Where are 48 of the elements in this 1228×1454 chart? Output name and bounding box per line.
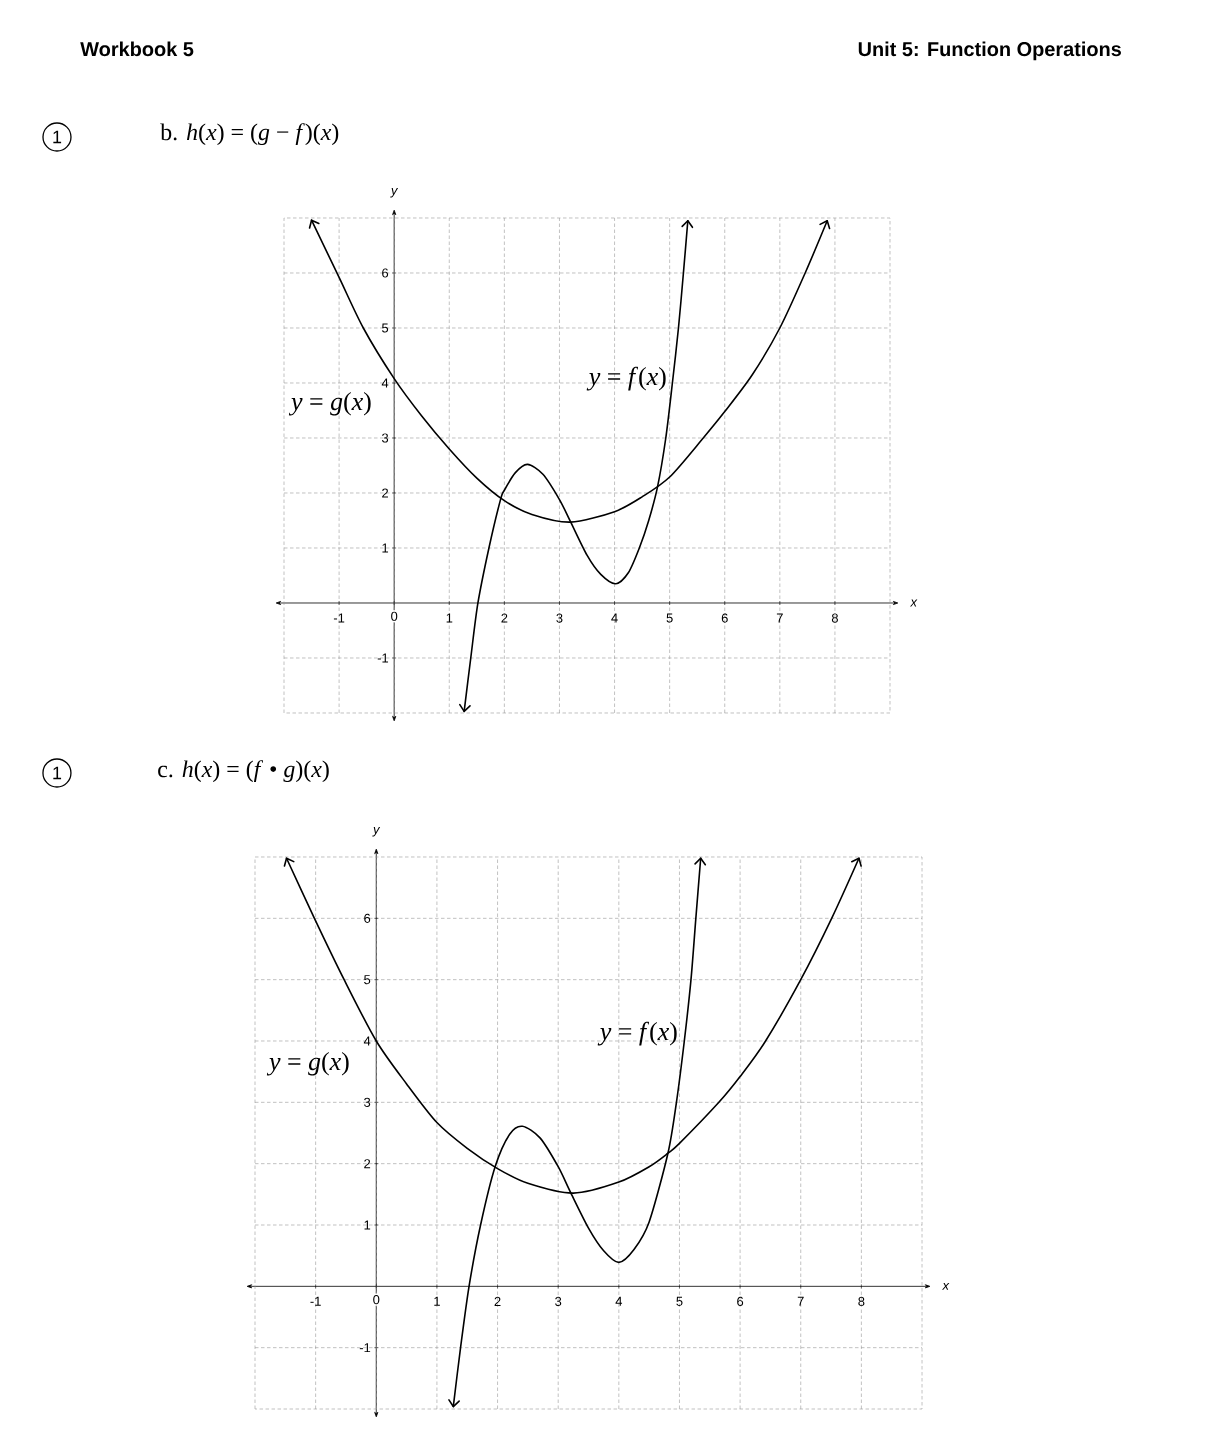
series-label: y = f(x): [586, 366, 666, 391]
x-tick-label: 8: [831, 613, 838, 623]
x-tick-label: 6: [737, 1296, 744, 1307]
series-label: y = g(x): [288, 392, 371, 416]
x-tick-label: 3: [555, 1296, 562, 1307]
x-tick-label: 4: [611, 613, 618, 623]
x-tick-label: 7: [776, 613, 783, 623]
x-axis-title: x: [910, 599, 918, 607]
x-tick-label: 5: [676, 1296, 683, 1306]
y-tick-label: 2: [364, 1159, 371, 1169]
chart-title: c. h(x) = (f • g)(x): [158, 760, 329, 783]
y-tick-label: 5: [364, 975, 371, 985]
y-tick-label: 3: [381, 433, 389, 443]
x-tick-label: 4: [615, 1296, 623, 1306]
x-tick-label: 0: [391, 611, 398, 621]
y-tick-label: -1: [377, 653, 389, 663]
series-label: y = g(x): [266, 1052, 349, 1076]
x-tick-label: 0: [373, 1295, 380, 1305]
y-axis-title: y: [372, 826, 381, 837]
chart-title: b. h(x) = (g − f)(x): [160, 123, 339, 146]
x-tick-label: 1: [434, 1296, 440, 1306]
text: Unit 5: Function Operations: [858, 41, 1121, 61]
text: Workbook 5: [80, 41, 194, 57]
y-tick-label: 5: [381, 323, 389, 333]
y-tick-label: 1: [382, 543, 389, 553]
y-tick-label: -1: [359, 1343, 371, 1353]
text: 1: [53, 766, 62, 780]
x-tick-label: -1: [333, 613, 345, 623]
x-tick-label: 5: [666, 613, 673, 623]
y-tick-label: 6: [382, 268, 389, 278]
x-tick-label: 1: [446, 613, 453, 623]
y-axis-title: y: [390, 187, 399, 198]
series-label: y = f(x): [597, 1021, 677, 1046]
x-tick-label: 3: [556, 613, 563, 623]
x-tick-label: 6: [721, 613, 728, 623]
x-tick-label: 2: [494, 1296, 501, 1306]
y-tick-label: 4: [381, 378, 389, 388]
y-tick-label: 3: [364, 1097, 371, 1107]
text: 1: [53, 130, 62, 144]
y-tick-label: 1: [364, 1220, 371, 1230]
y-tick-label: 4: [363, 1036, 371, 1046]
x-axis-title: x: [942, 1282, 950, 1290]
y-tick-label: 6: [364, 913, 371, 923]
x-tick-label: 8: [858, 1296, 865, 1307]
x-tick-label: -1: [310, 1296, 321, 1306]
x-tick-label: 7: [797, 1296, 804, 1306]
y-tick-label: 2: [382, 488, 389, 498]
x-tick-label: 2: [501, 613, 508, 623]
